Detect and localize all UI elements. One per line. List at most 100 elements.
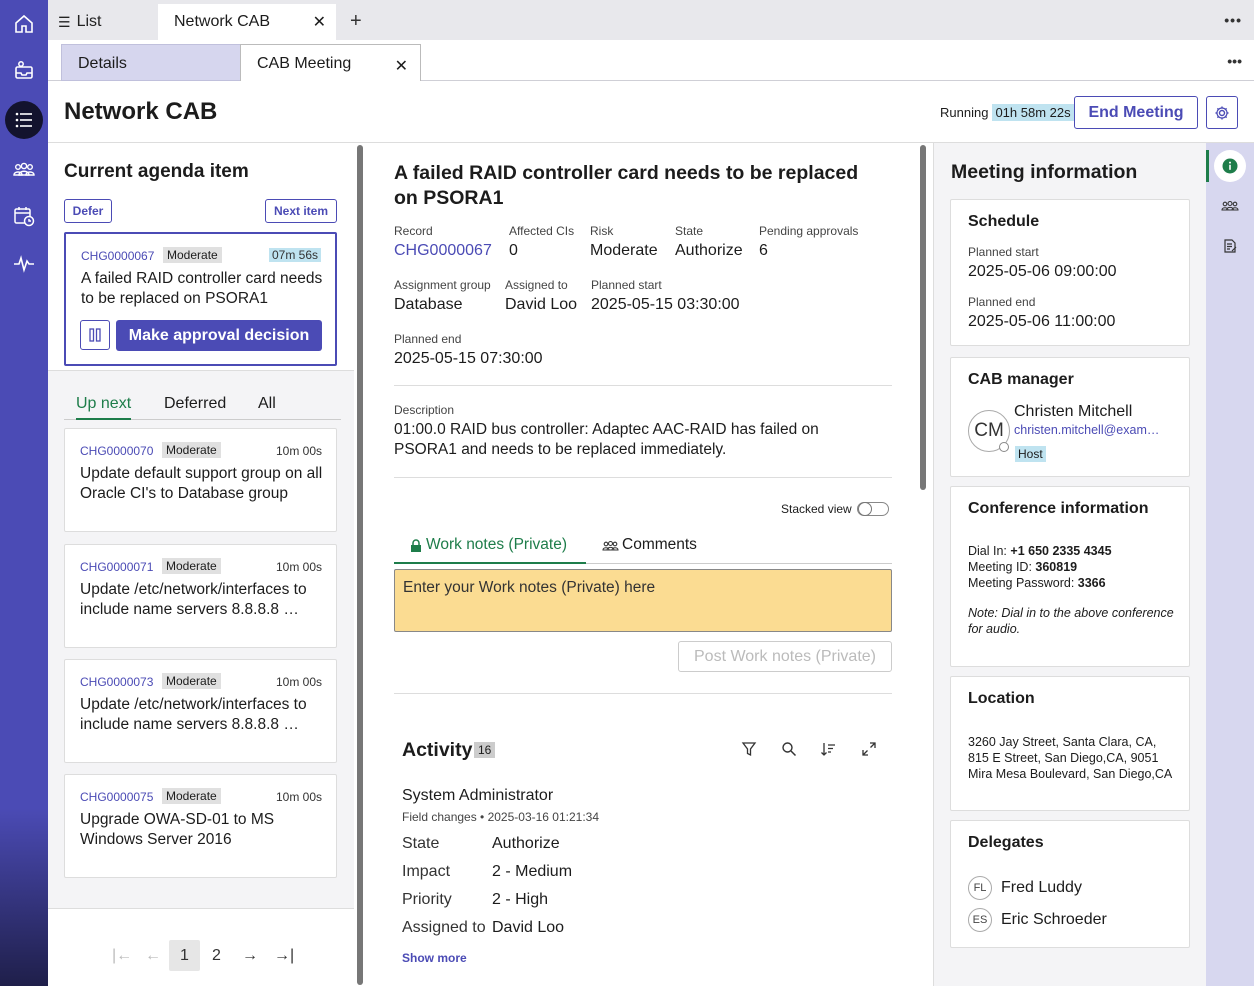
divider	[394, 693, 892, 694]
make-approval-decision-button[interactable]: Make approval decision	[116, 320, 322, 351]
gear-icon	[1215, 106, 1229, 119]
activity-author: System Administrator	[402, 787, 554, 804]
presence-indicator	[999, 442, 1009, 452]
people-icon[interactable]	[8, 153, 40, 185]
info-button[interactable]	[1214, 150, 1246, 182]
field-pending-approvals: Pending approvals 6	[759, 224, 858, 260]
list-icon[interactable]	[5, 101, 43, 139]
tab-cab-meeting[interactable]: CAB Meeting ✕	[240, 44, 421, 82]
show-more-link[interactable]: Show more	[402, 951, 467, 965]
avatar[interactable]: ES	[968, 908, 992, 932]
work-notes-input[interactable]: Enter your Work notes (Private) here	[394, 569, 892, 632]
location-line: Mira Mesa Boulevard, San Diego,CA	[968, 767, 1173, 781]
context-rail	[1206, 143, 1254, 986]
close-icon[interactable]: ✕	[312, 14, 326, 31]
list-item[interactable]: CHG0000071 Moderate 10m 00s Update /etc/…	[64, 544, 337, 648]
location-title: Location	[968, 690, 1035, 707]
field-label: State	[675, 224, 704, 238]
tab-up-next[interactable]: Up next	[76, 395, 132, 420]
activity-count-badge: 16	[474, 742, 496, 758]
field-value: David Loo	[505, 296, 578, 313]
next-item-button[interactable]: Next item	[265, 199, 337, 223]
end-meeting-button[interactable]: End Meeting	[1074, 96, 1198, 129]
calendar-clock-icon[interactable]	[8, 200, 40, 232]
field-state: State Authorize	[675, 224, 743, 260]
page-1[interactable]: 1	[169, 940, 200, 971]
tab-comments-label: Comments	[622, 536, 697, 553]
meeting-info-heading: Meeting information	[951, 161, 1138, 183]
more-icon[interactable]: •••	[1224, 12, 1242, 28]
tab-list[interactable]: ☰ List	[58, 13, 101, 31]
change-number[interactable]: CHG0000067	[81, 249, 155, 263]
agenda-item-title: Upgrade OWA-SD-01 to MS Windows Server 2…	[80, 811, 275, 848]
stacked-view-toggle[interactable]	[857, 502, 889, 516]
tab-list-label: List	[76, 13, 102, 30]
list-item[interactable]: CHG0000070 Moderate 10m 00s Update defau…	[64, 428, 337, 532]
notes-button[interactable]	[1216, 232, 1244, 260]
current-agenda-section: Current agenda item Defer Next item CHG0…	[48, 143, 354, 371]
dial-in-number[interactable]: +1 650 2335 4345	[1010, 544, 1112, 558]
risk-badge: Moderate	[162, 788, 221, 804]
current-agenda-card[interactable]: CHG0000067 Moderate 07m 56s A failed RAI…	[64, 232, 337, 366]
change-number[interactable]: CHG0000070	[80, 444, 154, 458]
change-number[interactable]: CHG0000071	[80, 560, 154, 574]
tab-all[interactable]: All	[258, 395, 276, 412]
change-number[interactable]: CHG0000075	[80, 790, 154, 804]
tab-work-notes[interactable]: Work notes (Private)	[394, 536, 586, 564]
tab-network-cab[interactable]: Network CAB ✕	[158, 4, 336, 40]
page-2[interactable]: 2	[212, 947, 221, 964]
info-icon	[1222, 158, 1238, 174]
pulse-icon[interactable]	[8, 247, 40, 279]
inbox-icon[interactable]	[8, 54, 40, 86]
list-item[interactable]: CHG0000073 Moderate 10m 00s Update /etc/…	[64, 659, 337, 763]
prev-page-icon[interactable]: ←	[145, 947, 161, 964]
tab-details[interactable]: Details	[61, 44, 241, 81]
scrollbar[interactable]	[920, 145, 926, 490]
avatar[interactable]: FL	[968, 876, 992, 900]
first-page-icon[interactable]: |←	[112, 947, 133, 964]
tab-comments[interactable]: Comments	[602, 536, 697, 554]
dial-in-label: Dial In:	[968, 544, 1011, 558]
field-value: Database	[394, 296, 463, 313]
meeting-id-value: 360819	[1035, 560, 1078, 574]
post-work-notes-button[interactable]: Post Work notes (Private)	[678, 641, 892, 672]
manager-email[interactable]: christen.mitchell@exam…	[1014, 423, 1160, 437]
change-number[interactable]: CHG0000073	[80, 675, 154, 689]
search-icon[interactable]	[781, 741, 797, 757]
scrollbar[interactable]	[357, 145, 363, 985]
planned-start-label: Planned start	[968, 245, 1039, 259]
change-value: David Loo	[492, 919, 565, 936]
add-tab-button[interactable]: +	[350, 10, 362, 33]
plus-icon: +	[350, 10, 362, 32]
list-item[interactable]: CHG0000075 Moderate 10m 00s Upgrade OWA-…	[64, 774, 337, 878]
pause-button[interactable]	[80, 320, 110, 350]
home-icon[interactable]	[8, 8, 40, 40]
location-card: Location 3260 Jay Street, Santa Clara, C…	[950, 676, 1190, 811]
more-icon[interactable]: •••	[1227, 53, 1242, 69]
attendees-button[interactable]	[1216, 192, 1244, 220]
last-page-icon[interactable]: →|	[274, 947, 295, 964]
agenda-item-title: Update default support group on all Orac…	[80, 465, 323, 502]
meeting-id-label: Meeting ID:	[968, 560, 1036, 574]
tab-details-label: Details	[78, 55, 127, 72]
field-description: Description 01:00.0 RAID bus controller:…	[394, 403, 864, 460]
planned-start-value: 2025-05-06 09:00:00	[968, 263, 1117, 280]
filter-icon[interactable]	[741, 741, 757, 757]
meeting-timer: 01h 58m 22s	[992, 104, 1074, 121]
document-edit-icon	[1224, 239, 1237, 253]
field-label: Description	[394, 403, 455, 417]
sort-icon[interactable]	[820, 741, 836, 757]
duration-badge: 07m 56s	[268, 248, 321, 262]
location-line: 3260 Jay Street, Santa Clara, CA,	[968, 735, 1157, 749]
defer-button[interactable]: Defer	[64, 199, 112, 223]
record-link[interactable]: CHG0000067	[394, 242, 492, 259]
close-icon[interactable]: ✕	[394, 58, 408, 75]
expand-icon[interactable]	[861, 741, 877, 757]
pagination: |← ← 1 2 → →|	[48, 908, 354, 986]
tab-deferred[interactable]: Deferred	[164, 395, 227, 412]
field-change-row: Priority 2 - High	[402, 891, 548, 909]
settings-button[interactable]	[1206, 96, 1238, 129]
duration-label: 10m 00s	[275, 790, 322, 804]
next-page-icon[interactable]: →	[242, 947, 258, 964]
meeting-password-value: 3366	[1077, 576, 1106, 590]
